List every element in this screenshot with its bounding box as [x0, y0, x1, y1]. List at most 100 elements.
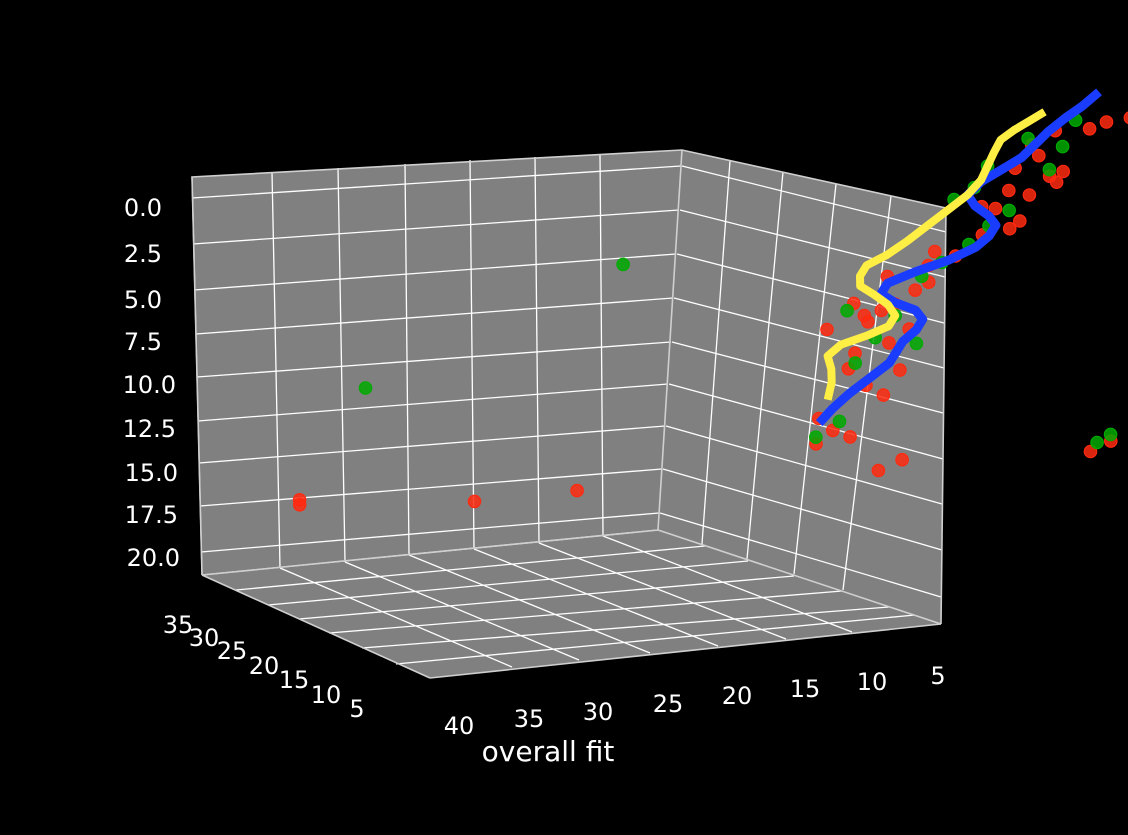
data-point	[358, 381, 373, 395]
data-point	[871, 463, 886, 478]
data-point	[1055, 139, 1070, 154]
data-point	[1032, 148, 1046, 163]
data-point	[808, 430, 823, 444]
data-point	[908, 283, 922, 297]
grid-line	[199, 468, 663, 507]
series-line	[823, 108, 1047, 401]
grid-line	[192, 209, 680, 245]
data-point	[1099, 115, 1114, 129]
x-tick-label: 20	[722, 682, 753, 710]
data-point	[1021, 131, 1035, 146]
grid-line	[679, 209, 946, 278]
grid-line	[279, 567, 513, 668]
grid-line	[602, 535, 853, 633]
z-tick-label: 5.0	[124, 286, 162, 314]
data-point	[616, 257, 630, 272]
data-point	[1083, 444, 1098, 459]
z-tick-label: 10.0	[123, 371, 176, 399]
data-point	[832, 414, 847, 429]
data-point	[1082, 122, 1097, 136]
data-point	[882, 336, 896, 350]
data-point	[292, 492, 307, 507]
grid-line	[473, 548, 719, 647]
grid-line	[196, 341, 672, 378]
data-point	[1012, 214, 1027, 228]
z-tick-label: 15.0	[125, 459, 178, 487]
trend-lines	[815, 88, 1102, 427]
data-point	[820, 322, 834, 337]
data-point	[1001, 183, 1016, 198]
x-tick-label: 40	[444, 712, 475, 740]
data-point	[1002, 203, 1016, 218]
data-point	[1022, 188, 1037, 202]
data-point	[1090, 435, 1104, 450]
grid-line	[197, 383, 669, 422]
grid-line	[659, 512, 942, 598]
side-pane	[658, 150, 946, 624]
grid-line	[198, 425, 666, 464]
data-point	[848, 356, 862, 370]
data-point	[1002, 221, 1017, 236]
data-point	[1042, 162, 1057, 177]
corner-edge	[657, 149, 683, 531]
x-tick-label: 10	[857, 668, 888, 696]
x-tick-label: 5	[930, 662, 945, 690]
x-axis-title: overall fit	[482, 735, 615, 768]
grid-line	[671, 341, 944, 414]
z-tick-label: 20.0	[127, 544, 180, 572]
z-tick-label: 12.5	[123, 415, 176, 443]
data-point	[843, 430, 857, 444]
y-tick-label: 30	[189, 624, 220, 652]
z-tick-label: 0.0	[124, 194, 162, 222]
data-point	[927, 244, 942, 259]
x-tick-label: 35	[514, 705, 545, 733]
y-tick-label: 5	[349, 695, 364, 723]
data-point	[857, 308, 872, 323]
grid-line	[193, 253, 677, 291]
data-point	[909, 336, 924, 351]
x-tick-label: 15	[790, 675, 821, 703]
data-point	[895, 452, 909, 467]
data-point	[1123, 111, 1128, 125]
grid-line	[665, 425, 943, 505]
y-tick-label: 20	[249, 652, 280, 680]
data-point	[876, 388, 891, 402]
data-point	[840, 303, 854, 318]
data-point	[988, 201, 1003, 216]
data-point	[893, 363, 907, 377]
y-tick-label: 15	[279, 666, 310, 694]
grid-line	[701, 160, 731, 545]
x-tick-labels: 40 35 30 25 20 15 10 5	[444, 662, 946, 740]
grid-line	[200, 512, 660, 553]
y-tick-labels: 35 30 25 20 15 10 5	[163, 611, 365, 723]
floor-back-edge	[201, 529, 659, 576]
y-tick-label: 35	[163, 611, 194, 639]
z-tick-label: 17.5	[125, 501, 178, 529]
data-point	[570, 483, 584, 498]
grid-line	[344, 561, 580, 661]
grid-line	[191, 165, 682, 199]
x-tick-label: 30	[583, 698, 614, 726]
grid-line	[668, 383, 944, 460]
series-line	[815, 88, 1102, 427]
grid-line	[195, 297, 674, 335]
grid-line	[408, 554, 651, 654]
data-point	[1103, 427, 1118, 442]
grid-line	[538, 542, 787, 640]
grid-line	[673, 297, 945, 369]
grid-line	[599, 153, 604, 537]
z-tick-label: 2.5	[124, 240, 162, 268]
y-tick-label: 25	[217, 637, 248, 665]
data-point	[1056, 164, 1070, 179]
grid-lines	[191, 153, 947, 668]
floor-side-edge	[657, 529, 942, 625]
data-point	[467, 494, 482, 509]
z-tick-labels: 0.0 2.5 5.0 7.5 10.0 12.5 15.0 17.5 20.0	[123, 194, 180, 572]
grid-line	[662, 468, 943, 551]
scatter-points	[292, 111, 1128, 512]
data-point	[825, 423, 840, 438]
x-axis-edge	[429, 623, 942, 679]
floor-pane	[202, 530, 941, 678]
x-tick-label: 25	[653, 690, 684, 718]
